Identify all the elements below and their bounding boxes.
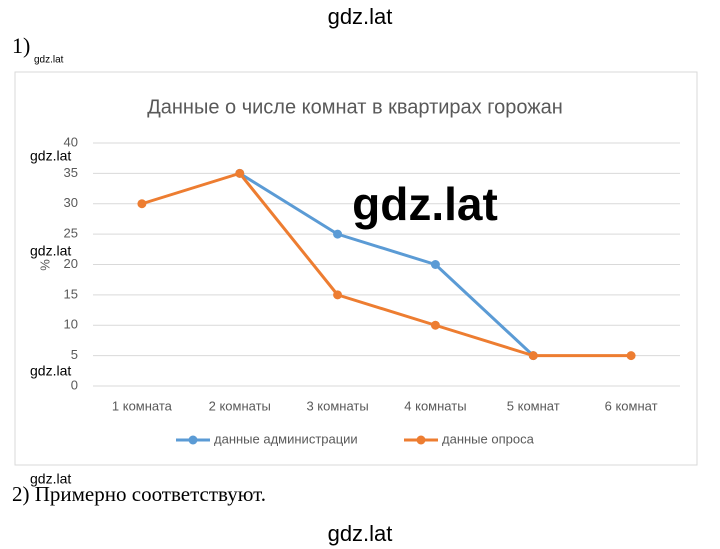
data-point	[235, 168, 245, 178]
x-tick-label: 4 комнаты	[404, 398, 466, 413]
data-point	[626, 351, 636, 361]
answer: 2) Примерно соответствуют.	[12, 482, 266, 506]
watermark: gdz.lat	[328, 521, 393, 546]
y-tick-label: 40	[64, 134, 78, 149]
x-tick-label: 1 комната	[112, 398, 173, 413]
y-tick-label: 15	[64, 286, 78, 301]
legend-label: данные администрации	[214, 431, 358, 446]
chart-title: Данные о числе комнат в квартирах горожа…	[147, 96, 563, 118]
watermark: gdz.lat	[30, 148, 71, 164]
data-point	[430, 260, 440, 269]
y-tick-label: 10	[64, 317, 78, 332]
watermark: gdz.lat	[30, 243, 71, 259]
legend-marker	[188, 435, 198, 445]
y-tick-label: 25	[64, 226, 78, 241]
x-tick-label: 6 комнат	[605, 398, 658, 413]
watermark: gdz.lat	[34, 55, 64, 66]
y-axis-label: %	[37, 259, 52, 271]
legend-label: данные опроса	[442, 431, 535, 446]
legend-marker	[416, 435, 426, 445]
plot: 0 5 10 15 20 25 30 35 40 1 комната 2 комнаты 3 комн…	[64, 134, 680, 446]
data-point	[333, 290, 343, 300]
chart-frame	[14, 71, 698, 466]
series-line	[141, 171, 632, 358]
data-point	[528, 351, 538, 361]
watermark: gdz.lat	[328, 4, 393, 29]
y-tick-label: 35	[64, 165, 78, 180]
x-tick-label: 2 комнаты	[209, 398, 271, 413]
y-tick-label: 0	[71, 377, 78, 392]
data-point	[333, 229, 343, 239]
series-line	[238, 172, 535, 357]
x-tick-label: 3 комнаты	[306, 398, 368, 413]
x-tick-label: 5 комнат	[507, 398, 560, 413]
watermark: gdz.lat	[352, 178, 498, 230]
watermark: gdz.lat	[30, 363, 71, 379]
y-tick-label: 5	[71, 347, 78, 362]
data-point	[430, 320, 440, 330]
task-number: 1)	[12, 33, 30, 58]
y-tick-label: 20	[64, 256, 78, 271]
y-tick-label: 30	[64, 195, 78, 210]
data-point	[137, 199, 147, 209]
watermark: gdz.lat	[30, 471, 71, 487]
